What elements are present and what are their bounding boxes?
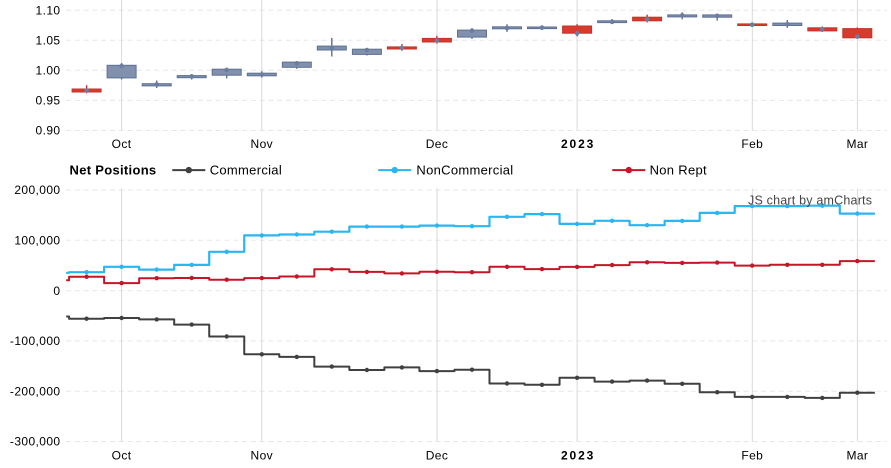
svg-text:100,000: 100,000 — [14, 234, 60, 248]
svg-text:2023: 2023 — [561, 449, 595, 463]
svg-text:Nov: Nov — [251, 449, 274, 463]
svg-text:JS chart by amCharts: JS chart by amCharts — [748, 194, 872, 208]
svg-text:-300,000: -300,000 — [10, 435, 61, 449]
svg-text:Mar: Mar — [846, 449, 868, 463]
svg-text:0.95: 0.95 — [36, 94, 61, 108]
svg-text:-100,000: -100,000 — [10, 334, 61, 348]
svg-text:1.00: 1.00 — [36, 64, 61, 78]
svg-text:1.10: 1.10 — [36, 4, 61, 18]
svg-text:Feb: Feb — [741, 449, 763, 463]
svg-text:Oct: Oct — [112, 449, 132, 463]
svg-text:Dec: Dec — [426, 137, 449, 151]
svg-text:1.05: 1.05 — [36, 34, 61, 48]
svg-text:Feb: Feb — [741, 137, 763, 151]
svg-text:2023: 2023 — [561, 137, 595, 151]
svg-text:Mar: Mar — [846, 137, 868, 151]
svg-text:200,000: 200,000 — [14, 183, 60, 197]
svg-text:Non Rept: Non Rept — [650, 163, 707, 178]
svg-text:Dec: Dec — [426, 449, 449, 463]
svg-text:Nov: Nov — [251, 137, 274, 151]
svg-text:0: 0 — [53, 284, 60, 298]
svg-text:Commercial: Commercial — [210, 163, 282, 178]
svg-text:Net Positions: Net Positions — [70, 163, 157, 178]
svg-text:Oct: Oct — [112, 137, 132, 151]
svg-text:NonCommercial: NonCommercial — [416, 163, 513, 178]
svg-text:0.90: 0.90 — [36, 124, 61, 138]
svg-text:-200,000: -200,000 — [10, 384, 61, 398]
